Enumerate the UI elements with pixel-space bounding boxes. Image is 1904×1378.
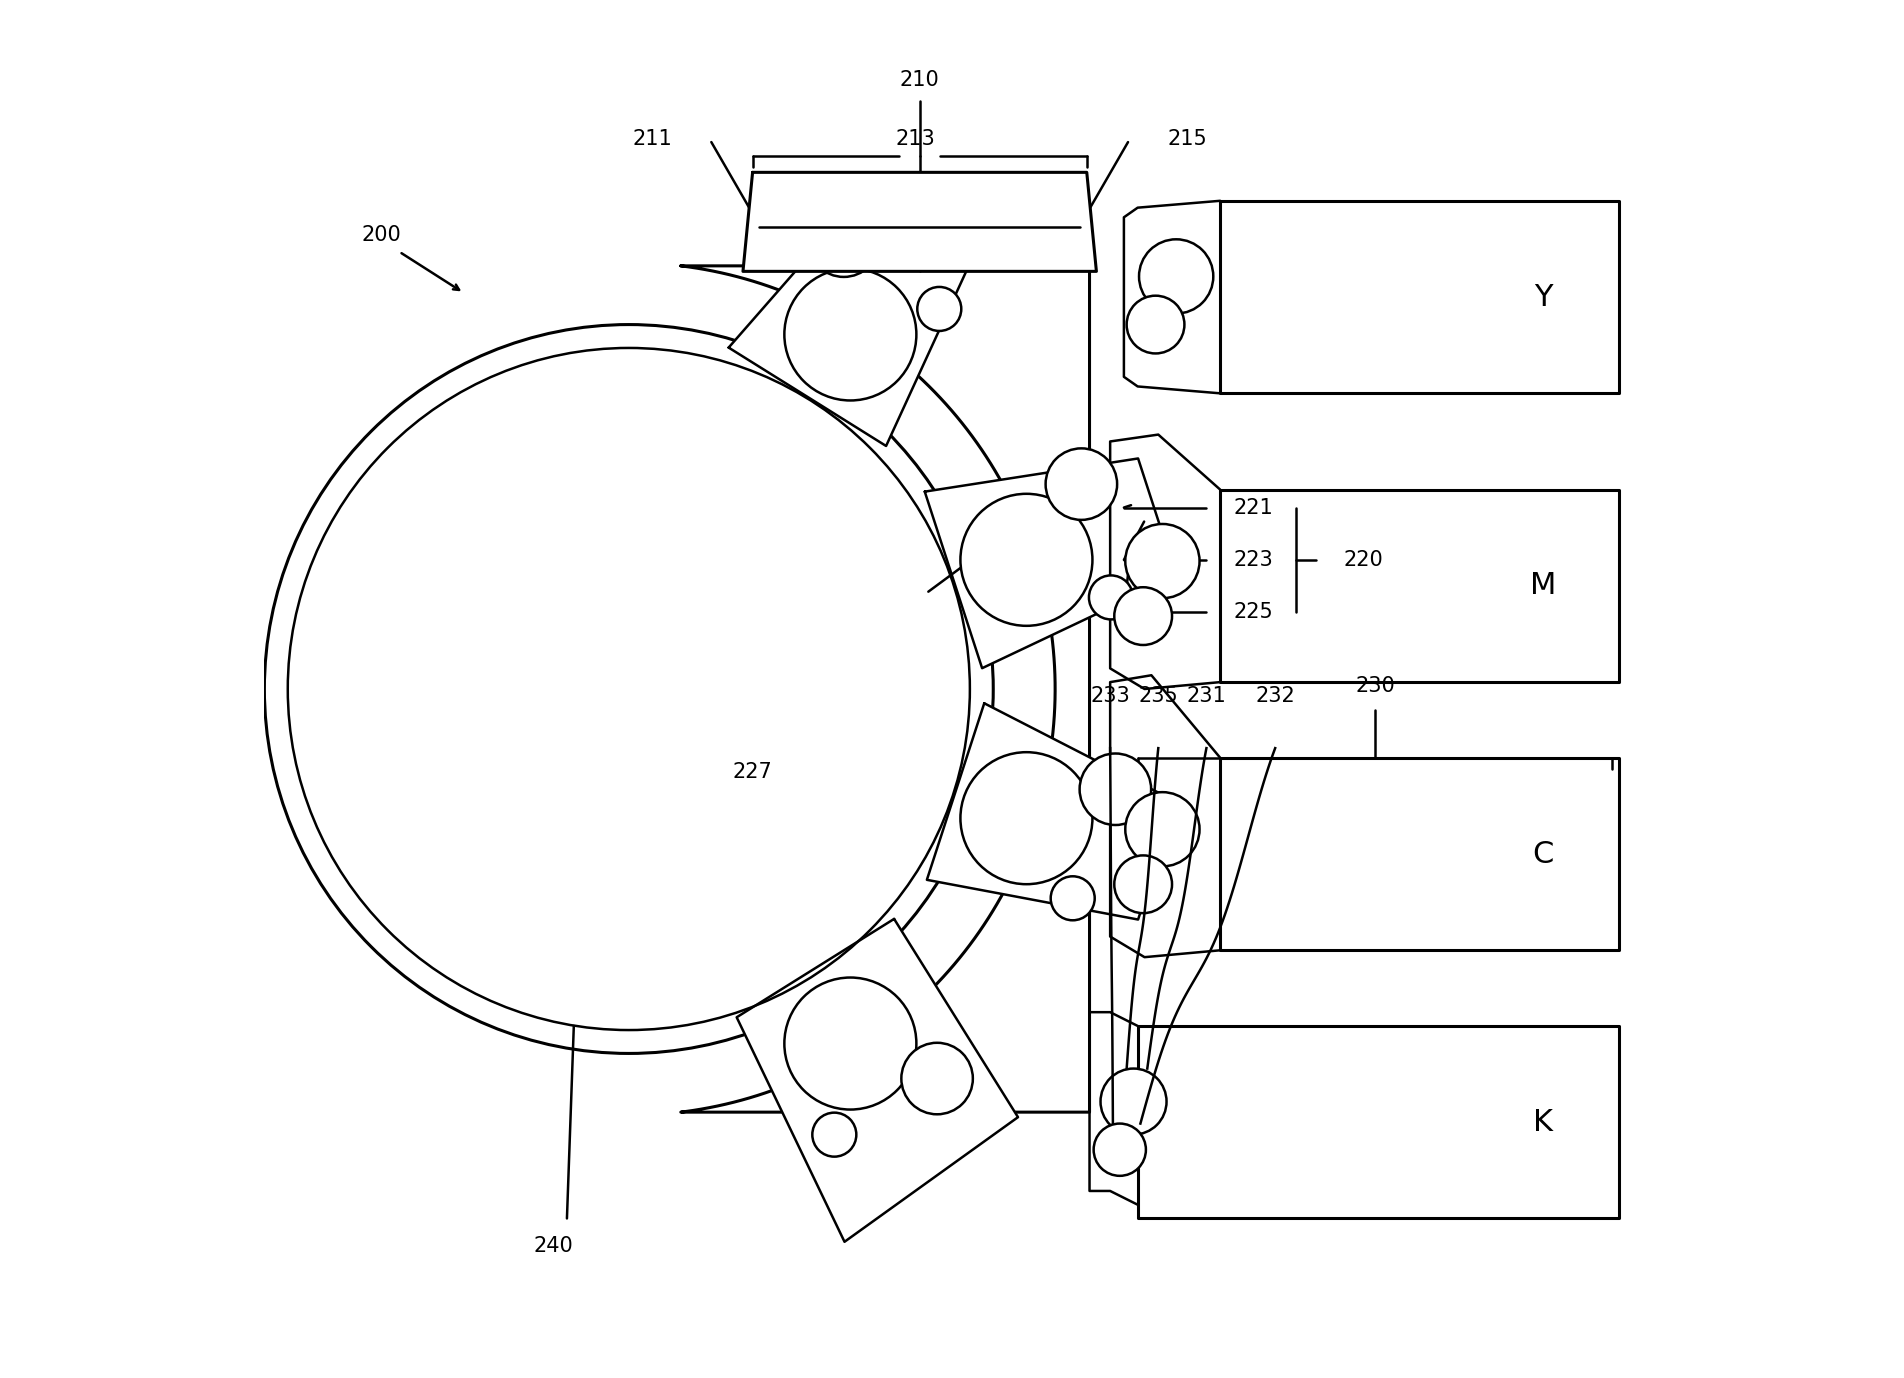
Polygon shape bbox=[729, 185, 975, 446]
Polygon shape bbox=[682, 266, 1089, 1112]
Circle shape bbox=[1125, 524, 1200, 598]
Circle shape bbox=[784, 269, 916, 401]
Text: 227: 227 bbox=[733, 762, 773, 781]
Text: 233: 233 bbox=[1091, 686, 1131, 706]
Circle shape bbox=[1080, 754, 1152, 825]
Circle shape bbox=[1114, 587, 1173, 645]
Text: 220: 220 bbox=[1344, 550, 1384, 570]
Polygon shape bbox=[1220, 758, 1618, 951]
Text: C: C bbox=[1533, 839, 1554, 868]
Text: 213: 213 bbox=[895, 130, 935, 149]
Text: 210: 210 bbox=[901, 70, 939, 90]
Polygon shape bbox=[1220, 201, 1618, 393]
Circle shape bbox=[1125, 792, 1200, 867]
Text: 221: 221 bbox=[1234, 497, 1274, 518]
Circle shape bbox=[1045, 448, 1118, 520]
Circle shape bbox=[813, 1112, 857, 1156]
Polygon shape bbox=[743, 172, 1097, 271]
Polygon shape bbox=[1139, 1027, 1618, 1218]
Circle shape bbox=[1089, 576, 1133, 620]
Circle shape bbox=[1093, 1123, 1146, 1175]
Circle shape bbox=[901, 1043, 973, 1115]
Circle shape bbox=[1101, 1068, 1167, 1134]
Text: 223: 223 bbox=[1234, 550, 1274, 570]
Text: 235: 235 bbox=[1139, 686, 1179, 706]
Circle shape bbox=[265, 325, 994, 1053]
Circle shape bbox=[288, 347, 969, 1031]
Polygon shape bbox=[925, 459, 1177, 668]
Text: Y: Y bbox=[1535, 282, 1552, 311]
Circle shape bbox=[1127, 296, 1184, 353]
Circle shape bbox=[1051, 876, 1095, 921]
Text: M: M bbox=[1531, 572, 1557, 601]
Polygon shape bbox=[927, 703, 1177, 919]
Text: 215: 215 bbox=[1167, 130, 1207, 149]
Circle shape bbox=[784, 977, 916, 1109]
Circle shape bbox=[960, 752, 1093, 885]
Circle shape bbox=[807, 205, 880, 277]
Circle shape bbox=[918, 287, 962, 331]
Circle shape bbox=[1114, 856, 1173, 914]
Text: 225: 225 bbox=[1234, 602, 1274, 621]
Text: 231: 231 bbox=[1186, 686, 1226, 706]
Text: K: K bbox=[1533, 1108, 1554, 1137]
Text: 200: 200 bbox=[362, 225, 402, 245]
Text: 211: 211 bbox=[632, 130, 672, 149]
Circle shape bbox=[960, 493, 1093, 626]
Text: 230: 230 bbox=[1356, 677, 1396, 696]
Circle shape bbox=[1139, 240, 1213, 314]
Text: 240: 240 bbox=[533, 1236, 573, 1255]
Text: 232: 232 bbox=[1255, 686, 1295, 706]
Polygon shape bbox=[737, 919, 1019, 1242]
Polygon shape bbox=[1220, 489, 1618, 682]
